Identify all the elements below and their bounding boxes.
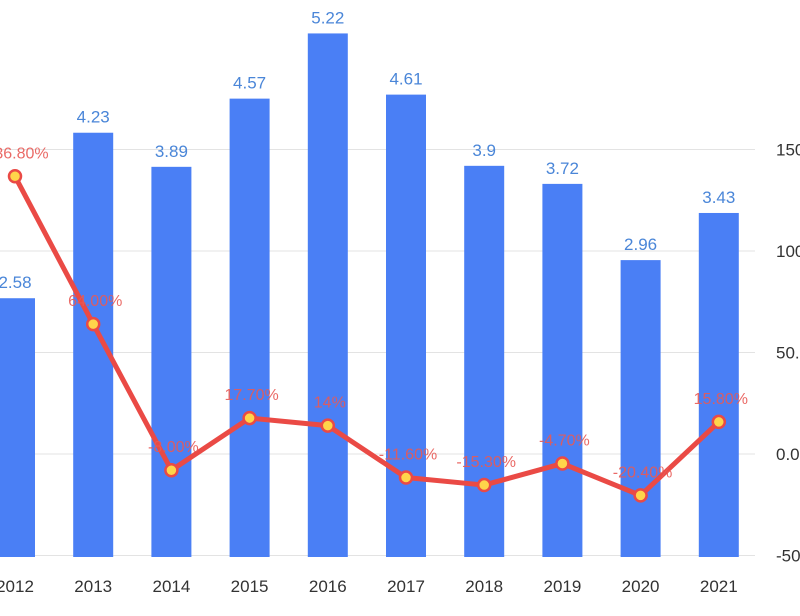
line-point-2020 (633, 488, 648, 503)
x-tick-2017: 2017 (387, 577, 425, 596)
bar-2014 (151, 166, 192, 557)
line-point-2013 (85, 316, 101, 332)
bar-label-2013: 4.23 (77, 108, 110, 127)
x-tick-2016: 2016 (309, 577, 347, 596)
x-axis-ticks: 2012 2013 2014 2015 2016 2017 2018 2019 2020 2021 (0, 577, 738, 596)
line-label-2018: -15.30% (456, 454, 516, 471)
line-point-2016 (320, 418, 336, 433)
x-tick-2018: 2018 (465, 577, 503, 596)
bar-2015 (229, 98, 270, 557)
line-series (7, 169, 727, 503)
line-value-labels: 136.80% 64.00% -8.00% 17.70% 14% -11.60% -15.3… (0, 145, 748, 481)
right-axis-ticks: -50 0.0 50. 100 150 (776, 141, 800, 566)
line-label-2020: -20.40% (613, 464, 673, 481)
x-tick-2014: 2014 (152, 577, 190, 596)
bar-2012 (0, 298, 35, 557)
bar-label-2020: 2.96 (624, 235, 657, 254)
right-tick-0: -50 (776, 547, 800, 566)
line-point-2018 (476, 477, 492, 493)
line-label-2013: 64.00% (68, 293, 122, 310)
right-tick-2: 50. (776, 344, 800, 363)
bar-label-2014: 3.89 (155, 142, 188, 161)
bar-label-2015: 4.57 (233, 74, 266, 93)
line-point-2017 (398, 470, 414, 485)
x-tick-2015: 2015 (231, 577, 269, 596)
line-point-2015 (242, 410, 257, 426)
x-tick-2021: 2021 (700, 577, 738, 596)
bar-value-labels: 2.58 4.23 3.89 4.57 5.22 4.61 3.9 3.72 2.96 3.43 (0, 8, 735, 292)
line-label-2012: 136.80% (0, 145, 49, 162)
line-label-2017: -11.60% (379, 447, 437, 464)
line-point-2012 (7, 169, 23, 184)
right-tick-3: 100 (776, 242, 800, 261)
line-label-2019: -4.70% (539, 433, 590, 450)
bar-label-2019: 3.72 (546, 159, 579, 178)
bar-label-2012: 2.58 (0, 273, 32, 292)
bar-2021 (698, 212, 739, 557)
line-label-2016: 14% (314, 395, 346, 412)
bar-2018 (464, 165, 505, 557)
bar-label-2017: 4.61 (389, 70, 422, 89)
bar-2013 (73, 132, 114, 557)
line-path (12, 173, 722, 498)
x-tick-2012: 2012 (0, 577, 34, 596)
x-tick-2020: 2020 (622, 577, 660, 596)
line-label-2014: -8.00% (148, 439, 199, 456)
line-label-2021: 15.80% (694, 391, 748, 408)
bar-2017 (386, 94, 426, 557)
x-tick-2019: 2019 (543, 577, 581, 596)
line-point-2021 (711, 414, 727, 430)
right-tick-1: 0.0 (776, 445, 800, 464)
right-tick-4: 150 (776, 141, 800, 160)
bar-label-2018: 3.9 (472, 141, 496, 160)
line-point-2019 (555, 456, 570, 471)
bar-2016 (307, 33, 348, 557)
line-label-2015: 17.70% (224, 387, 278, 404)
bar-label-2016: 5.22 (311, 8, 344, 27)
bar-label-2021: 3.43 (702, 188, 735, 207)
bar-2020 (620, 260, 661, 557)
x-tick-2013: 2013 (74, 577, 112, 596)
bar-2019 (542, 183, 583, 557)
line-point-2014 (164, 462, 179, 478)
